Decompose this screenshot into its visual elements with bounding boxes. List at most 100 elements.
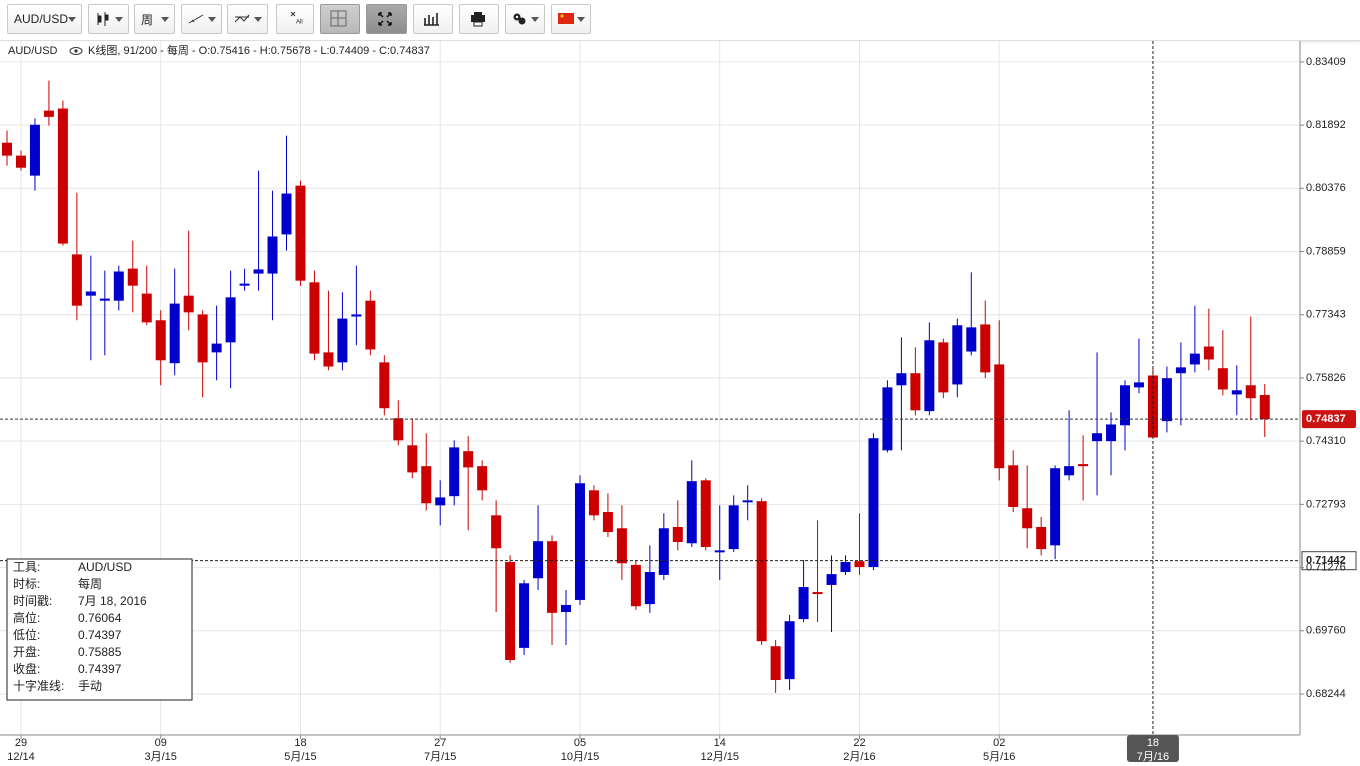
info-label: 开盘:: [13, 644, 40, 659]
candle-body: [127, 268, 138, 286]
candle-body: [1189, 353, 1200, 365]
y-tick-label: 0.72793: [1306, 498, 1346, 510]
y-tick-label: 0.81892: [1306, 119, 1346, 131]
y-tick-label: 0.71276: [1306, 562, 1346, 574]
crosshair-button[interactable]: [320, 4, 360, 34]
candle-body: [267, 236, 278, 274]
remove-all-button[interactable]: All: [276, 4, 314, 34]
candle-body: [477, 466, 488, 491]
candle-body: [113, 271, 124, 301]
candle-body: [840, 562, 851, 573]
candle-body: [365, 300, 376, 350]
y-tick-label: 0.78859: [1306, 245, 1346, 257]
x-tick-label: 09: [155, 737, 167, 749]
info-label: 低位:: [13, 627, 40, 642]
candle-body: [658, 528, 669, 575]
candle-body: [1203, 346, 1214, 360]
candle-body: [742, 500, 753, 503]
candle-body: [1036, 527, 1047, 550]
candle-body: [169, 303, 180, 364]
candle-body: [966, 327, 977, 352]
x-tick-label: 27: [434, 737, 446, 749]
info-value: 0.76064: [78, 611, 122, 625]
y-tick-label: 0.69760: [1306, 625, 1346, 637]
line-tool-button[interactable]: [181, 4, 222, 34]
language-button[interactable]: [551, 4, 591, 34]
candle-body: [15, 155, 26, 168]
candle-body: [379, 362, 390, 409]
plot-area: [0, 41, 1300, 735]
candle-body: [421, 466, 432, 504]
chart-type-button[interactable]: [88, 4, 129, 34]
y-tick-label: 0.68244: [1306, 688, 1346, 700]
x-tick-label: 05: [574, 737, 586, 749]
candle-body: [672, 527, 683, 543]
candle-body: [547, 541, 558, 613]
x-tick-sublabel: 3月/15: [145, 751, 177, 763]
y-tick-label: 0.80376: [1306, 182, 1346, 194]
last-price-label: 0.74837: [1306, 413, 1346, 425]
candle-body: [99, 298, 110, 301]
x-tick-sublabel: 2月/16: [843, 751, 875, 763]
candle-body: [826, 574, 837, 585]
candle-body: [211, 343, 222, 353]
candle-body: [1022, 508, 1033, 529]
candle-body: [784, 621, 795, 680]
candle-body: [29, 124, 40, 176]
candle-body: [323, 352, 334, 367]
candle-body: [561, 604, 571, 613]
info-value: 手动: [78, 679, 102, 693]
icon: [330, 10, 347, 27]
info-value: 每周: [78, 576, 102, 591]
candle-body: [728, 505, 739, 550]
symbol-select[interactable]: AUD/USD: [7, 4, 82, 34]
drawing-tool-button[interactable]: [227, 4, 268, 34]
info-label: 收盘:: [13, 661, 40, 676]
y-tick-label: 0.77343: [1306, 309, 1346, 321]
candle-body: [812, 592, 823, 595]
candle-body: [71, 254, 82, 306]
candle-body: [1092, 433, 1103, 442]
x-tick-label: 18: [294, 737, 306, 749]
candles: [2, 80, 1270, 693]
info-label: 时标:: [13, 577, 40, 591]
candle-body: [588, 490, 599, 516]
candle-body: [714, 550, 725, 553]
candle-body: [239, 283, 250, 286]
candle-body: [924, 340, 935, 412]
period-select[interactable]: 周: [134, 4, 175, 34]
candle-body: [85, 291, 96, 296]
candle-body: [197, 314, 208, 363]
icon: [471, 12, 485, 27]
y-tick-label: 0.83409: [1306, 56, 1346, 68]
x-tick-sublabel: 10月/15: [561, 751, 600, 763]
fullscreen-button[interactable]: [366, 4, 407, 34]
candle-body: [854, 561, 865, 568]
settings-button[interactable]: [505, 4, 545, 34]
candle-body: [1008, 465, 1019, 508]
candle-body: [449, 447, 460, 497]
legend-symbol: AUD/USD: [8, 45, 58, 57]
toolbar: AUD/USD 周 All: [0, 0, 1360, 41]
x-tick-sublabel: 7月/16: [1137, 751, 1169, 763]
candle-body: [491, 515, 502, 549]
last-price-badge: [1302, 410, 1356, 429]
candle-body: [1259, 395, 1270, 420]
candle-body: [141, 293, 152, 323]
icon: [378, 12, 392, 26]
candle-body: [756, 501, 767, 642]
indicator-button[interactable]: [413, 4, 453, 34]
candle-body: [1050, 468, 1061, 546]
print-button[interactable]: [459, 4, 499, 34]
candle-body: [630, 564, 641, 607]
candle-body: [910, 373, 921, 411]
candle-body: [225, 297, 236, 343]
period-text: 周: [141, 12, 154, 27]
candle-body: [463, 451, 474, 468]
info-label: 时间戳:: [13, 594, 52, 608]
info-value: 7月 18, 2016: [78, 594, 147, 608]
crosshair-price-label: 0.71442: [1306, 555, 1346, 567]
icon: [188, 14, 204, 24]
